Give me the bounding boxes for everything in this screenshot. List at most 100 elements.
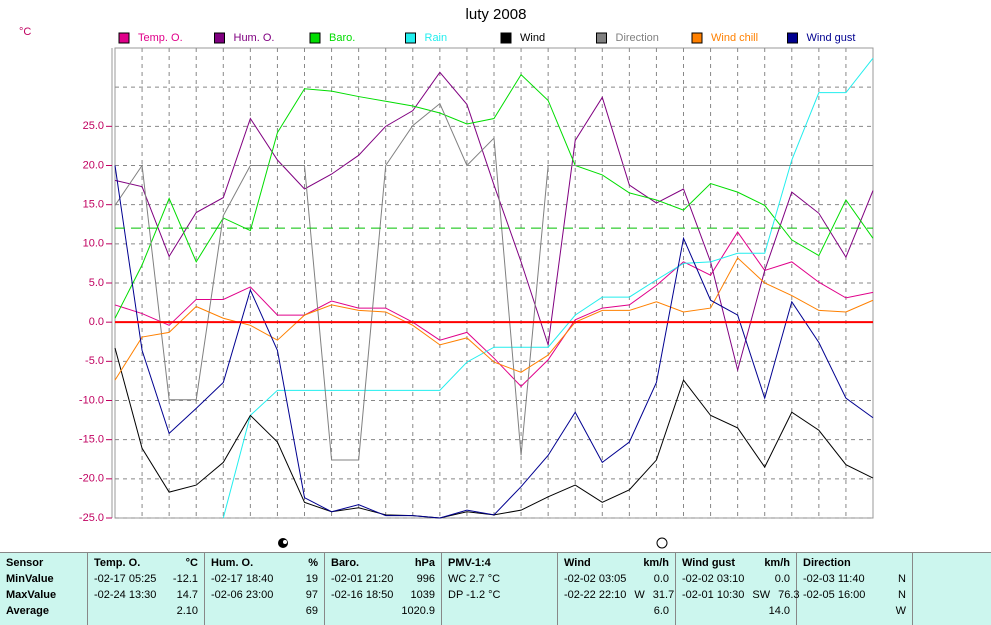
time: -02-22 22:10 [564, 589, 627, 601]
sensor-name: Direction [803, 557, 851, 569]
legend-label: Wind gust [807, 32, 856, 44]
right-group: N [890, 587, 906, 603]
max-row: -02-01 10:30 SW 76.3 [676, 587, 800, 603]
max-row: -02-22 22:10 W 31.7 [558, 587, 675, 603]
y-tick-label: 10.0 [83, 238, 104, 250]
sensor-column: Temp. O. °C -02-17 05:25 -12.1 -02-24 13:30 1… [88, 553, 205, 625]
row-label: MaxValue [6, 589, 57, 601]
sensor-column: Direction -02-03 11:40 N -02-05 16:00 N W [797, 553, 913, 625]
moon-new-icon [656, 537, 668, 549]
legend-swatch [405, 32, 416, 44]
series-line [222, 57, 874, 519]
legend-swatch [309, 32, 321, 44]
min-row: -02-17 05:25 -12.1 [88, 571, 204, 587]
average: 2.10 [176, 605, 198, 617]
average-row: 6.0 [558, 603, 675, 619]
right-group: -12.1 [165, 571, 198, 587]
time: -02-01 10:30 [682, 589, 745, 601]
average: 6.0 [653, 605, 669, 617]
legend-label: Wind [520, 32, 545, 44]
sensor-column: Baro. hPa -02-01 21:20 996 -02-16 18:50 1039 1… [325, 553, 442, 625]
sensor-name: Hum. O. [211, 557, 254, 569]
direction: N [898, 573, 906, 585]
right-group: 1039 [403, 587, 435, 603]
right-group: 14.7 [169, 587, 198, 603]
moon-highlight [283, 540, 287, 544]
sensor-name: Baro. [331, 557, 360, 569]
sensor-column: Wind km/h -02-02 03:05 0.0 -02-22 22:10 W 31.7… [558, 553, 676, 625]
value: 0.0 [774, 573, 790, 585]
y-tick-label: -5.0 [85, 355, 104, 367]
right-group: N [890, 571, 906, 587]
sensor-unit: °C [185, 557, 198, 569]
right-group: 97 [298, 587, 318, 603]
y-tick-label: -15.0 [79, 434, 104, 446]
stats-table: Sensor MinValue MaxValue Average Temp. O. °C -… [0, 552, 991, 625]
min-row: -02-02 03:10 0.0 [676, 571, 796, 587]
value: -12.1 [172, 573, 198, 585]
y-tick-label: -25.0 [79, 512, 104, 524]
sensor-column: PMV-1:4 WC 2.7 °C DP -1.2 °C [442, 553, 558, 625]
average-row: 1020.9 [325, 603, 441, 619]
series-line [114, 73, 874, 319]
row: MinValue [0, 571, 87, 587]
min-row: WC 2.7 °C [442, 571, 557, 587]
legend-swatch [214, 32, 225, 44]
max-row: -02-05 16:00 N [797, 587, 912, 603]
right-group: 996 [409, 571, 435, 587]
sensor-unit: km/h [643, 557, 669, 569]
header-row: Wind gust km/h [676, 555, 796, 571]
label-column: Sensor MinValue MaxValue Average [0, 553, 88, 625]
time: -02-06 23:00 [211, 589, 274, 601]
time: -02-17 18:40 [211, 573, 274, 585]
max-row: DP -1.2 °C [442, 587, 557, 603]
y-tick-label: 5.0 [89, 277, 104, 289]
series-line [114, 231, 874, 388]
sensor-name: Wind gust [682, 557, 736, 569]
average-row: 14.0 [676, 603, 796, 619]
time: -02-16 18:50 [331, 589, 394, 601]
sensor-name: Temp. O. [94, 557, 141, 569]
average: W [895, 605, 906, 617]
y-tick-label: 25.0 [83, 120, 104, 132]
sensor-unit: km/h [764, 557, 790, 569]
y-unit: °C [19, 26, 31, 38]
time: -02-03 11:40 [803, 573, 865, 585]
value: 76.3 [778, 589, 800, 601]
value: 1039 [410, 589, 435, 601]
y-tick-label: 15.0 [83, 199, 104, 211]
direction: N [898, 589, 906, 601]
header-row: PMV-1:4 [442, 555, 557, 571]
row-label: MinValue [6, 573, 54, 585]
sensor-unit: % [308, 557, 318, 569]
y-tick-label: -20.0 [79, 473, 104, 485]
legend-swatch [596, 32, 607, 44]
sensor-column: Wind gust km/h -02-02 03:10 0.0 -02-01 10:30… [676, 553, 800, 625]
value: 31.7 [652, 589, 675, 601]
value: 0.0 [653, 573, 669, 585]
max-row: -02-06 23:00 97 [205, 587, 324, 603]
average: 14.0 [768, 605, 790, 617]
legend-label: Wind chill [711, 32, 758, 44]
average-row: 2.10 [88, 603, 204, 619]
header-row: Wind km/h [558, 555, 675, 571]
max-row: -02-16 18:50 1039 [325, 587, 441, 603]
chart-title: luty 2008 [466, 6, 527, 23]
y-tick-label: 0.0 [89, 316, 104, 328]
min-row: -02-02 03:05 0.0 [558, 571, 675, 587]
time: -02-17 05:25 [94, 573, 157, 585]
header-row: Baro. hPa [325, 555, 441, 571]
legend-label: Baro. [329, 32, 355, 44]
y-tick-label: -10.0 [79, 394, 104, 406]
row-label: Average [6, 605, 50, 617]
legend-swatch [787, 32, 798, 44]
header-row: Temp. O. °C [88, 555, 204, 571]
direction: SW [752, 589, 771, 601]
time: -02-24 13:30 [94, 589, 157, 601]
chart: luty 2008 °C -25.0 -20.0 -15.0 -10.0 -5.0 0.0… [19, 6, 874, 549]
row: MaxValue [0, 587, 87, 603]
average: 1020.9 [401, 605, 435, 617]
legend-swatch [691, 32, 703, 44]
time: -02-02 03:05 [564, 573, 627, 585]
